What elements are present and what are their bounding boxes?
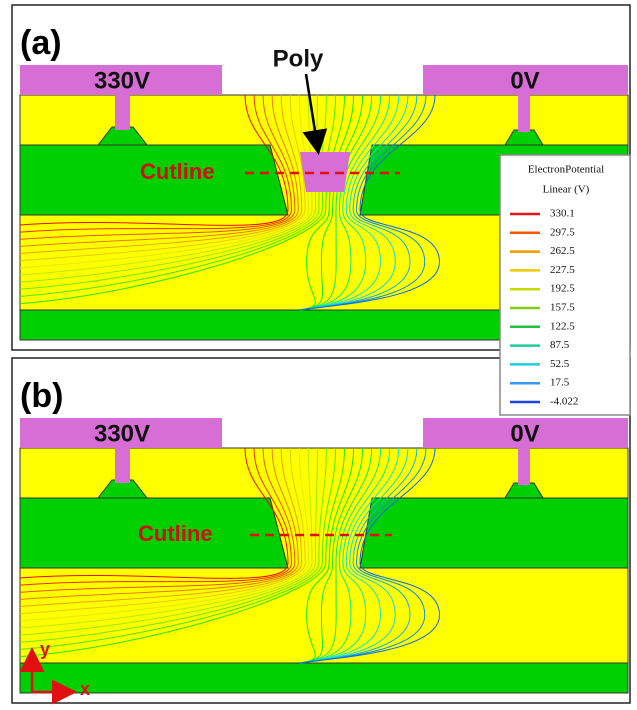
page: {"panels": [ {"label": "(a)", "left_cont… [0, 0, 637, 710]
figure: (a) 330V 0V Poly Cutline (b) 330V 0V Cutline y x El… [0, 0, 637, 710]
legend-value: 227.5 [550, 264, 575, 276]
axis-label: x [80, 679, 90, 699]
legend-subtitle: Linear (V) [543, 184, 590, 196]
via [518, 448, 530, 485]
legend-value: 157.5 [550, 302, 575, 314]
legend-value: 297.5 [550, 226, 575, 238]
legend-title: ElectronPotential [528, 164, 604, 176]
poly-label: Poly [273, 45, 324, 72]
contact-label: 0V [510, 420, 539, 447]
layer-substrate [20, 663, 628, 693]
via [518, 95, 530, 132]
layer-silicon [360, 498, 628, 568]
legend-value: 192.5 [550, 283, 575, 295]
legend: ElectronPotential Linear (V) 330.1 297.5 262… [500, 155, 630, 415]
legend-value: 52.5 [550, 358, 570, 370]
legend-value: -4.022 [550, 396, 578, 408]
legend-value: 262.5 [550, 245, 575, 257]
cutline-label: Cutline [138, 521, 213, 546]
contact-label: 330V [94, 67, 150, 94]
panel-label: (b) [20, 377, 63, 415]
via [115, 95, 130, 130]
legend-value: 330.1 [550, 208, 575, 220]
legend-value: 17.5 [550, 377, 570, 389]
contact-label: 0V [510, 67, 539, 94]
contact-label: 330V [94, 420, 150, 447]
legend-value: 87.5 [550, 339, 570, 351]
legend-value: 122.5 [550, 320, 575, 332]
axis-label: y [40, 639, 50, 659]
via [115, 448, 130, 483]
cutline-label: Cutline [140, 159, 215, 184]
panel-label: (a) [20, 24, 62, 62]
